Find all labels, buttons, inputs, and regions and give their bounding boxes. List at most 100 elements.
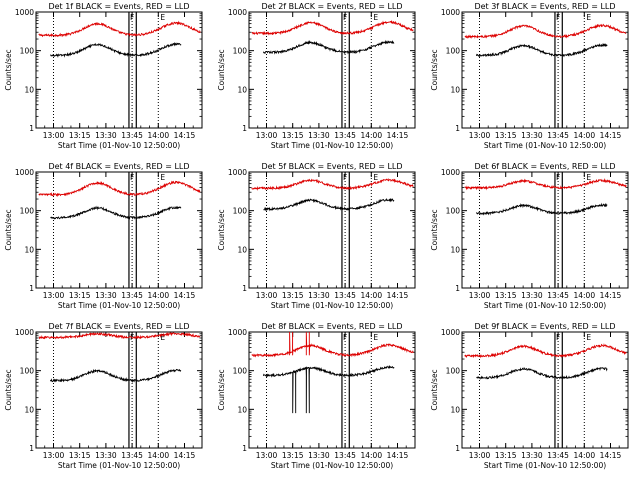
band-label-f: F [343, 173, 347, 182]
x-tick-label: 13:15 [495, 451, 517, 460]
x-tick-label: 13:00 [469, 451, 491, 460]
detector-panel-7: Det 7f BLACK = Events, RED = LLD 1 10 100 10… [4, 322, 203, 470]
x-tick-label: 13:00 [43, 131, 65, 140]
lld-series-line [38, 331, 201, 340]
y-tick-label: 100 [233, 47, 248, 56]
y-tick-label: 1 [242, 284, 247, 293]
y-tick-label: 100 [20, 47, 35, 56]
plot-frame [248, 171, 416, 289]
y-tick-label: 100 [446, 207, 461, 216]
lld-series-line [464, 343, 627, 359]
plot-frame [461, 331, 629, 449]
band-label-e: E [160, 333, 165, 342]
band-label-e: E [373, 173, 378, 182]
y-tick-label: 10 [450, 405, 460, 414]
x-tick-label: 13:00 [469, 291, 491, 300]
events-series-line [262, 39, 395, 55]
x-tick-label: 13:00 [43, 291, 65, 300]
x-tick-label: 14:15 [387, 451, 409, 460]
band-label-f: F [130, 173, 134, 182]
y-tick-label: 1 [242, 124, 247, 133]
x-tick-label: 13:15 [495, 131, 517, 140]
x-tick-label: 13:00 [256, 451, 278, 460]
y-axis-label: Counts/sec [4, 369, 13, 410]
x-tick-label: 14:15 [174, 131, 196, 140]
y-tick-label: 1000 [441, 328, 460, 337]
x-tick-label: 14:00 [360, 291, 382, 300]
y-tick-label: 1 [242, 444, 247, 453]
x-tick-label: 13:15 [69, 451, 91, 460]
x-tick-label: 14:00 [360, 451, 382, 460]
lld-series-line [38, 180, 201, 198]
x-tick-label: 14:15 [387, 291, 409, 300]
y-tick-label: 10 [237, 85, 247, 94]
band-label-f: F [130, 13, 134, 22]
x-tick-label: 14:15 [387, 131, 409, 140]
band-label-e: E [586, 13, 591, 22]
detector-panel-9: Det 9f BLACK = Events, RED = LLD 1 10 100 10… [430, 322, 629, 470]
x-tick-label: 13:15 [69, 291, 91, 300]
lld-series-line [251, 19, 414, 36]
x-tick-label: 13:30 [521, 131, 543, 140]
y-axis-label: Counts/sec [430, 369, 439, 410]
y-tick-label: 10 [24, 85, 34, 94]
y-tick-label: 100 [446, 47, 461, 56]
y-tick-label: 100 [233, 207, 248, 216]
x-tick-label: 13:45 [121, 291, 143, 300]
x-tick-label: 13:15 [495, 291, 517, 300]
x-tick-label: 14:00 [147, 131, 169, 140]
plot-frame [35, 331, 203, 449]
y-axis-label: Counts/sec [430, 209, 439, 250]
x-tick-label: 13:15 [282, 451, 304, 460]
x-tick-label: 13:15 [282, 131, 304, 140]
band-label-f: F [556, 333, 560, 342]
x-axis-label: Start Time (01-Nov-10 12:50:00) [58, 461, 180, 470]
x-tick-label: 13:30 [308, 131, 330, 140]
y-tick-label: 1 [455, 124, 460, 133]
x-tick-label: 13:45 [547, 131, 569, 140]
detector-panel-6: Det 6f BLACK = Events, RED = LLD 1 10 100 10… [430, 162, 629, 310]
x-tick-label: 13:00 [256, 131, 278, 140]
panel-title: Det 4f BLACK = Events, RED = LLD [48, 162, 189, 171]
x-tick-label: 14:15 [600, 131, 622, 140]
y-tick-label: 10 [450, 85, 460, 94]
plot-frame [461, 171, 629, 289]
x-tick-label: 14:15 [174, 291, 196, 300]
events-series-line [476, 366, 608, 380]
band-label-e: E [373, 333, 378, 342]
detector-panel-8: Det 8f BLACK = Events, RED = LLD 1 10 100 10… [217, 322, 416, 470]
events-series-line [476, 202, 608, 216]
y-axis-label: Counts/sec [430, 49, 439, 90]
y-tick-label: 100 [20, 207, 35, 216]
band-label-f: F [343, 333, 347, 342]
band-label-e: E [586, 333, 591, 342]
x-tick-label: 13:00 [43, 451, 65, 460]
band-label-e: E [160, 13, 165, 22]
y-tick-label: 1000 [15, 168, 34, 177]
y-tick-label: 100 [233, 367, 248, 376]
x-tick-label: 13:45 [547, 451, 569, 460]
y-tick-label: 1000 [441, 8, 460, 17]
panel-title: Det 7f BLACK = Events, RED = LLD [48, 322, 189, 331]
x-tick-label: 13:45 [334, 451, 356, 460]
events-series-line [262, 364, 395, 414]
x-tick-label: 14:15 [600, 291, 622, 300]
x-tick-label: 14:15 [174, 451, 196, 460]
panel-title: Det 8f BLACK = Events, RED = LLD [261, 322, 402, 331]
x-tick-label: 13:15 [282, 291, 304, 300]
y-tick-label: 1000 [228, 168, 247, 177]
y-axis-label: Counts/sec [217, 369, 226, 410]
plot-frame [35, 11, 203, 129]
panel-title: Det 1f BLACK = Events, RED = LLD [48, 2, 189, 11]
x-tick-label: 13:30 [308, 291, 330, 300]
panel-title: Det 5f BLACK = Events, RED = LLD [261, 162, 402, 171]
panel-title: Det 9f BLACK = Events, RED = LLD [474, 322, 615, 331]
y-tick-label: 10 [237, 245, 247, 254]
y-tick-label: 1 [29, 284, 34, 293]
y-tick-label: 1000 [228, 328, 247, 337]
y-axis-label: Counts/sec [217, 49, 226, 90]
x-axis-label: Start Time (01-Nov-10 12:50:00) [484, 461, 606, 470]
y-tick-label: 1 [29, 444, 34, 453]
events-series-line [50, 41, 182, 58]
